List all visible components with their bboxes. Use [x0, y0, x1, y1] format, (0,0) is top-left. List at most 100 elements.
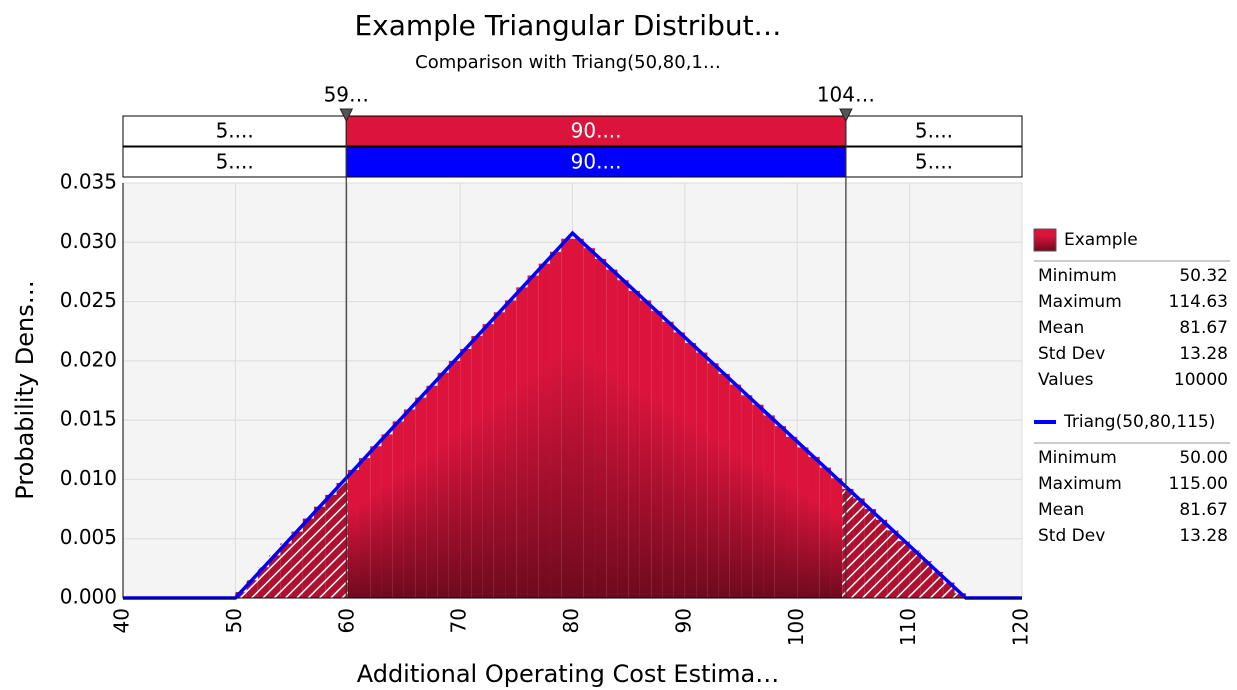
- histogram-bar: [606, 269, 618, 598]
- histogram-bar: [336, 482, 348, 598]
- band-label: 5....: [216, 150, 254, 174]
- histogram-bar: [358, 458, 371, 598]
- histogram-bar: [482, 324, 494, 598]
- histogram-bar: [235, 592, 247, 598]
- histogram-bar: [797, 447, 809, 598]
- histogram-bar: [538, 263, 551, 598]
- x-tick-label: 100: [784, 608, 808, 646]
- y-tick-label: 0.010: [60, 466, 117, 490]
- y-tick-label: 0.030: [60, 229, 117, 253]
- stat-value: 50.00: [1179, 448, 1228, 468]
- stat-value: 13.28: [1179, 526, 1228, 546]
- y-tick-label: 0.035: [60, 170, 117, 194]
- histogram-bar: [684, 343, 697, 598]
- histogram-bar: [639, 300, 652, 598]
- stat-name: Std Dev: [1038, 344, 1105, 364]
- stat-name: Maximum: [1038, 292, 1122, 312]
- histogram-bar: [651, 311, 663, 598]
- histogram-bar: [572, 238, 584, 598]
- stat-value: 81.67: [1179, 500, 1228, 520]
- band-label: 5....: [915, 119, 953, 143]
- legend-name: Example: [1064, 230, 1138, 250]
- histogram-bar: [505, 300, 517, 598]
- x-tick-label: 60: [334, 608, 358, 633]
- histogram-bar: [909, 550, 921, 598]
- histogram-bar: [347, 469, 359, 598]
- delimiter-marker: [839, 108, 853, 123]
- histogram-bar: [269, 555, 281, 598]
- x-tick-label: 110: [896, 608, 920, 646]
- band-cell: [845, 146, 1023, 178]
- histogram-bar: [875, 519, 888, 598]
- histogram-bar: [763, 415, 775, 598]
- band-label: 90....: [571, 119, 622, 143]
- histogram-bar: [426, 385, 438, 598]
- histogram-bar: [943, 582, 955, 598]
- histogram-bar: [954, 593, 966, 598]
- stat-name: Values: [1038, 370, 1094, 390]
- histogram-bar: [561, 238, 573, 598]
- band-cell: [122, 146, 347, 178]
- histogram-bar: [280, 543, 292, 598]
- stat-value: 10000: [1174, 370, 1228, 390]
- histogram-bar: [853, 498, 865, 598]
- histogram-bar: [628, 290, 640, 598]
- histogram-bar: [729, 384, 742, 598]
- histogram-bar: [291, 531, 303, 598]
- stat-value: 81.67: [1179, 318, 1228, 338]
- delimiter-label: 59…: [324, 83, 369, 107]
- histogram-bar: [516, 287, 528, 598]
- histogram-bar: [448, 360, 461, 598]
- x-tick-label: 70: [447, 608, 471, 633]
- histogram-bar: [864, 509, 876, 598]
- stat-value: 114.63: [1169, 292, 1228, 312]
- histogram-bar: [583, 248, 595, 598]
- x-axis-title: Additional Operating Cost Estima…: [357, 660, 780, 688]
- x-tick-label: 50: [222, 608, 246, 633]
- histogram-bar: [325, 494, 337, 598]
- y-tick-label: 0.005: [60, 525, 117, 549]
- histogram-bar: [752, 404, 764, 598]
- band-label: 5....: [915, 150, 953, 174]
- histogram-bar: [786, 436, 798, 598]
- histogram-bar: [932, 571, 944, 598]
- histogram-bar: [594, 258, 607, 598]
- stat-name: Std Dev: [1038, 526, 1105, 546]
- band-label: 90....: [571, 150, 622, 174]
- histogram-bar: [437, 372, 449, 598]
- histogram-bar: [808, 456, 820, 598]
- histogram-bar: [696, 352, 708, 598]
- histogram-bar: [302, 518, 315, 598]
- band-cell: [122, 115, 347, 147]
- histogram-bar: [920, 561, 933, 598]
- histogram-bar: [741, 395, 753, 598]
- stat-name: Minimum: [1038, 266, 1117, 286]
- histogram-bar: [403, 409, 416, 598]
- histogram-bar: [550, 251, 562, 598]
- histogram-bar: [673, 332, 685, 598]
- delimiter-label: 104…: [817, 83, 875, 107]
- histogram-bar: [898, 541, 910, 598]
- y-axis-title: Probability Dens…: [11, 280, 39, 499]
- histogram-bar: [370, 446, 382, 598]
- stat-name: Mean: [1038, 318, 1084, 338]
- delimiter-marker: [339, 108, 354, 123]
- histogram-bar: [527, 275, 539, 598]
- histogram-bar: [819, 467, 831, 598]
- x-tick-label: 40: [110, 608, 134, 633]
- stat-value: 50.32: [1179, 266, 1228, 286]
- histogram-bar: [246, 580, 258, 598]
- histogram-bar: [617, 280, 629, 598]
- band-label: 5....: [216, 119, 254, 143]
- chart-subtitle: Comparison with Triang(50,80,1…: [415, 52, 721, 73]
- histogram-bar: [842, 488, 854, 598]
- histogram-bar: [887, 530, 899, 598]
- x-tick-label: 120: [1009, 608, 1033, 646]
- histogram-bar: [774, 426, 787, 598]
- stat-name: Mean: [1038, 500, 1084, 520]
- histogram-bar: [314, 506, 326, 598]
- histogram-bar: [707, 363, 719, 598]
- x-tick-label: 80: [559, 608, 583, 633]
- y-tick-label: 0.025: [60, 288, 117, 312]
